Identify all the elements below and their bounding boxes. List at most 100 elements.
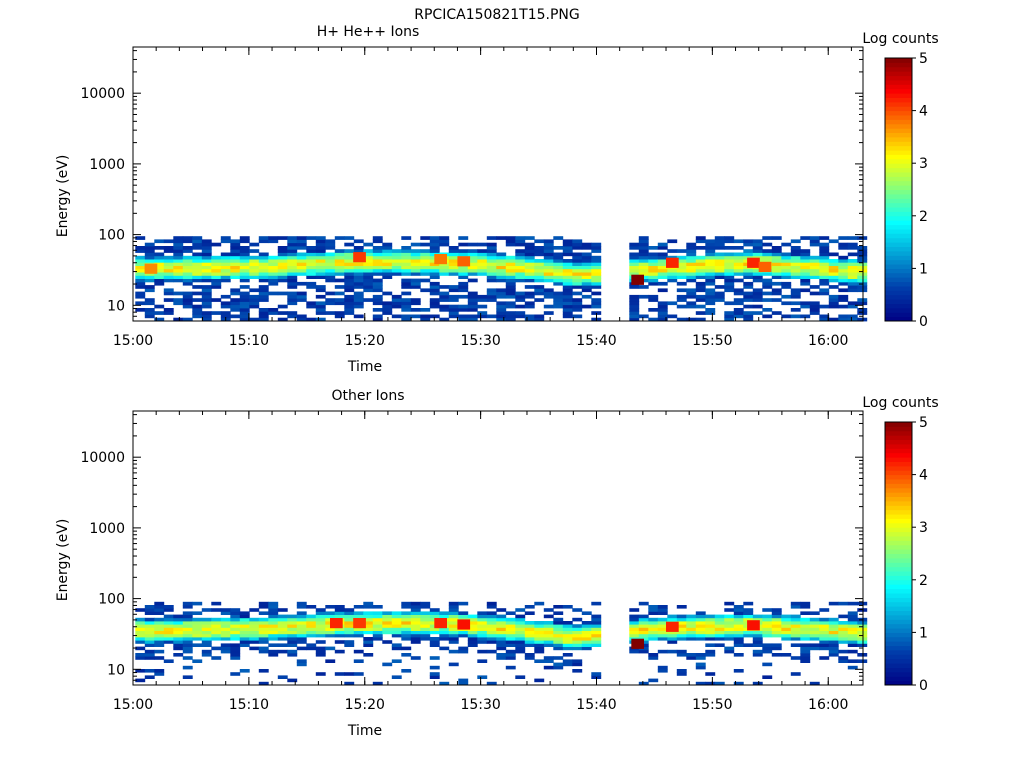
heatmap-cell <box>287 624 298 628</box>
heatmap-cell <box>648 605 659 609</box>
heatmap-cell <box>638 617 649 622</box>
heatmap-cell <box>762 291 773 296</box>
heatmap-cell <box>638 614 649 619</box>
heatmap-cell <box>819 633 830 638</box>
heatmap-cell <box>315 252 326 257</box>
heatmap-cell <box>572 608 583 612</box>
heatmap-cell <box>135 669 146 673</box>
heatmap-cell <box>163 291 174 296</box>
heatmap-cell <box>629 304 640 309</box>
heatmap-cell <box>695 236 706 240</box>
heatmap-cell <box>277 643 288 647</box>
heatmap-cell <box>819 249 830 253</box>
heatmap-cell <box>154 255 165 260</box>
heatmap-cell <box>467 265 478 270</box>
heatmap-cell <box>667 275 678 279</box>
heatmap-cell <box>154 304 165 309</box>
heatmap-cell <box>391 617 402 622</box>
spectrogram-panel-2: 15:00 15:10 15:20 15:30 15:40 15:50 16:0010100… <box>55 388 939 739</box>
heatmap-cell <box>182 621 193 625</box>
heatmap-cell <box>230 653 241 657</box>
heatmap-cell <box>857 285 868 289</box>
heatmap-cell <box>553 630 564 635</box>
heatmap-cell <box>268 643 279 647</box>
heatmap-cell <box>695 317 706 322</box>
heatmap-cell <box>496 317 507 322</box>
heatmap-cell <box>857 272 868 276</box>
heatmap-cell <box>154 252 165 257</box>
heatmap-cell <box>847 601 858 606</box>
colorbar-swatch <box>885 518 912 524</box>
heatmap-cell <box>838 275 849 279</box>
heatmap-cell <box>581 640 592 644</box>
heatmap-cell <box>163 275 174 279</box>
heatmap-cell <box>154 640 165 644</box>
heatmap-cell <box>410 301 421 306</box>
heatmap-cell <box>676 669 687 673</box>
heatmap-cell <box>809 646 820 651</box>
heatmap-cell <box>496 304 507 309</box>
heatmap-cell <box>296 630 307 635</box>
heatmap-cell <box>553 252 564 257</box>
heatmap-cell <box>154 601 165 606</box>
heatmap-cell <box>515 291 526 296</box>
heatmap-cell <box>553 646 564 651</box>
heatmap-cell <box>676 633 687 638</box>
heatmap-cell <box>420 630 431 635</box>
heatmap-cell <box>325 239 336 244</box>
colorbar-swatch <box>885 544 912 550</box>
colorbar-swatch <box>885 242 912 247</box>
heatmap-cell <box>401 259 412 263</box>
heatmap-cell <box>448 304 459 309</box>
heatmap-cell <box>629 242 640 247</box>
heatmap-cell <box>486 624 497 628</box>
heatmap-cell <box>315 255 326 260</box>
heatmap-cell <box>239 637 250 641</box>
heatmap-cell <box>515 624 526 628</box>
heatmap-cell <box>667 249 678 253</box>
heatmap-cell <box>581 259 592 263</box>
heatmap-cell <box>163 624 174 628</box>
heatmap-cell <box>838 656 849 660</box>
heatmap-cell <box>363 275 374 279</box>
heatmap-cell <box>306 252 317 257</box>
heatmap-cell <box>562 646 573 651</box>
heatmap-cell <box>524 265 535 270</box>
heatmap-cell <box>572 265 583 270</box>
heatmap-cell <box>695 653 706 657</box>
colorbar-swatch <box>885 571 912 576</box>
heatmap-cell <box>239 249 250 253</box>
heatmap-cell <box>154 617 165 622</box>
heatmap-cell <box>315 294 326 299</box>
heatmap-cell <box>800 643 811 647</box>
colorbar-swatch <box>885 228 912 234</box>
heatmap-cell <box>163 640 174 644</box>
heatmap-cell <box>828 601 839 606</box>
x-tick-label: 15:20 <box>345 697 385 713</box>
heatmap-cell <box>515 675 526 679</box>
heatmap-cell <box>553 291 564 296</box>
heatmap-cell <box>505 656 516 660</box>
heatmap-cell <box>828 637 839 641</box>
heatmap-cell <box>391 643 402 647</box>
heatmap-cell <box>296 317 307 322</box>
heatmap-cell <box>467 317 478 322</box>
heatmap-cell <box>657 608 668 612</box>
heatmap-cell <box>315 249 326 253</box>
heatmap-cell <box>524 294 535 299</box>
heatmap-cell <box>439 272 450 276</box>
heatmap-cell <box>306 630 317 635</box>
colorbar-swatch <box>885 163 912 169</box>
heatmap-cell <box>524 317 535 322</box>
colorbar-swatch <box>885 110 912 116</box>
heatmap-cell <box>163 633 174 638</box>
heatmap-cell <box>771 291 782 296</box>
heatmap-cell <box>724 262 735 266</box>
heatmap-cell <box>201 291 212 296</box>
heatmap-cell <box>154 281 165 286</box>
heatmap-cell <box>705 242 716 247</box>
colorbar-swatch <box>885 88 912 94</box>
heatmap-cell <box>553 662 564 667</box>
heatmap-cell <box>572 308 583 312</box>
heatmap-cell <box>828 643 839 647</box>
